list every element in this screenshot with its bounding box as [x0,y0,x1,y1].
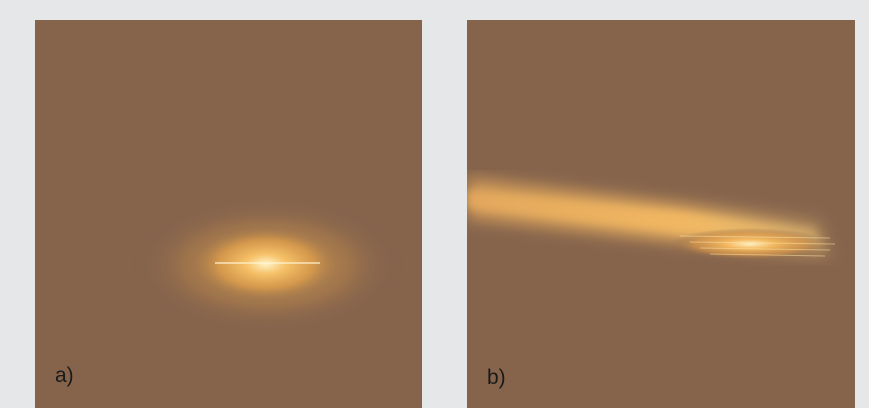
figure: a) b) [0,0,869,408]
panel-label: a) [55,364,74,387]
panel-a: a) [35,20,422,408]
panel-b: b) [467,20,855,408]
panel-label: b) [487,366,506,389]
